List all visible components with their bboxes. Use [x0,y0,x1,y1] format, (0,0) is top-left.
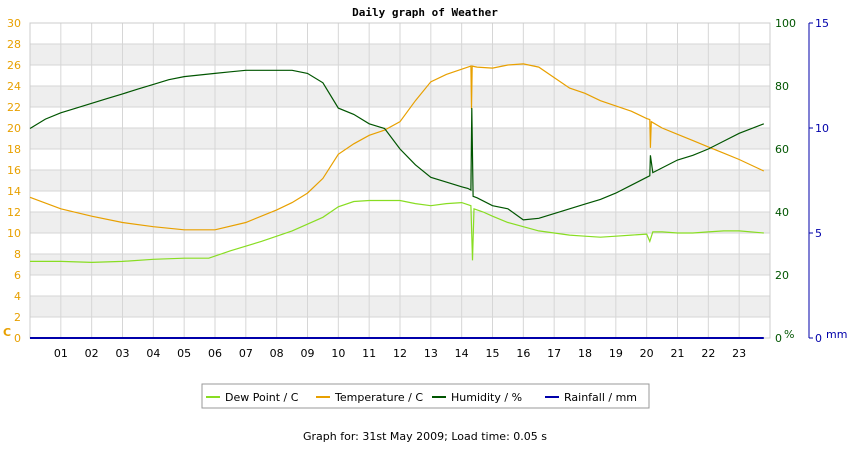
humidity-axis-unit: % [784,328,794,341]
rain-tick-label: 15 [815,17,829,30]
x-tick-label: 08 [270,347,284,360]
y-tick-label: 26 [7,59,21,72]
humidity-tick-label: 80 [775,80,789,93]
x-tick-label: 15 [486,347,500,360]
y-tick-label: 30 [7,17,21,30]
rain-axis-unit: mm [826,328,847,341]
humidity-tick-label: 100 [775,17,796,30]
x-tick-label: 17 [547,347,561,360]
x-tick-label: 05 [177,347,191,360]
x-tick-label: 19 [609,347,623,360]
y-tick-label: 18 [7,143,21,156]
x-tick-label: 20 [640,347,654,360]
y-tick-label: 20 [7,122,21,135]
humidity-tick-label: 40 [775,206,789,219]
x-tick-label: 02 [85,347,99,360]
y-tick-label: 4 [14,290,21,303]
legend-label: Temperature / C [334,391,423,404]
y-axis-unit: C [3,326,11,339]
legend-label: Dew Point / C [225,391,299,404]
humidity-tick-label: 60 [775,143,789,156]
legend-label: Humidity / % [451,391,522,404]
y-tick-label: 28 [7,38,21,51]
y-tick-label: 2 [14,311,21,324]
grid-lines [29,22,771,339]
legend: Dew Point / C Temperature / C Humidity / %… [201,383,650,409]
rain-tick-label: 10 [815,122,829,135]
x-tick-label: 14 [455,347,469,360]
x-tick-label: 09 [301,347,315,360]
y-tick-label: 0 [14,332,21,345]
series-line [30,199,764,264]
y-tick-label: 8 [14,248,21,261]
x-tick-label: 12 [393,347,407,360]
x-tick-label: 13 [424,347,438,360]
y-tick-label: 16 [7,164,21,177]
y-tick-label: 22 [7,101,21,114]
x-tick-label: 22 [701,347,715,360]
y-tick-label: 6 [14,269,21,282]
y-tick-label: 14 [7,185,21,198]
chart-title: Daily graph of Weather [352,6,498,19]
x-tick-label: 04 [146,347,160,360]
x-tick-label: 21 [671,347,685,360]
x-tick-label: 03 [116,347,130,360]
x-tick-label: 10 [331,347,345,360]
weather-chart: Daily graph of Weather 02468101214161820… [3,6,847,409]
x-tick-label: 07 [239,347,253,360]
y-tick-label: 12 [7,206,21,219]
x-tick-label: 23 [732,347,746,360]
legend-box [201,383,650,409]
humidity-tick-label: 0 [775,332,782,345]
rain-tick-label: 5 [815,227,822,240]
x-tick-label: 06 [208,347,222,360]
x-tick-label: 01 [54,347,68,360]
y-tick-label: 10 [7,227,21,240]
series-line [29,63,765,231]
footer-text: Graph for: 31st May 2009; Load time: 0.0… [302,430,547,443]
rain-tick-label: 0 [815,332,822,345]
series-lines [29,63,765,339]
humidity-tick-label: 20 [775,269,789,282]
legend-label: Rainfall / mm [564,391,637,404]
x-tick-label: 16 [516,347,530,360]
x-tick-label: 18 [578,347,592,360]
y-tick-label: 24 [7,80,21,93]
series-line [29,69,765,221]
x-tick-label: 11 [362,347,376,360]
